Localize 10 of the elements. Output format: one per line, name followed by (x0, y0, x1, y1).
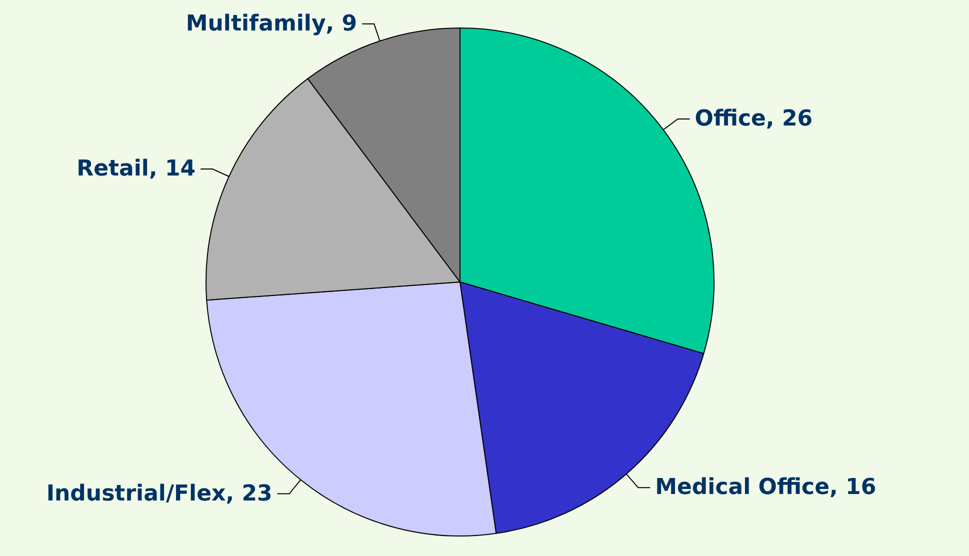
data-label: , 9 (326, 11, 358, 36)
slice-label: Retail (76, 156, 149, 182)
slice-label: Industrial/Flex (46, 481, 226, 506)
data-label: , 26 (766, 106, 813, 132)
data-label: , 23 (226, 481, 272, 506)
data-label: , 14 (148, 156, 196, 182)
slice-label: Medical Office (655, 475, 830, 500)
slice-label: Office (694, 106, 766, 132)
data-label: , 16 (830, 475, 876, 500)
slice-label: Multifamily (186, 11, 326, 36)
